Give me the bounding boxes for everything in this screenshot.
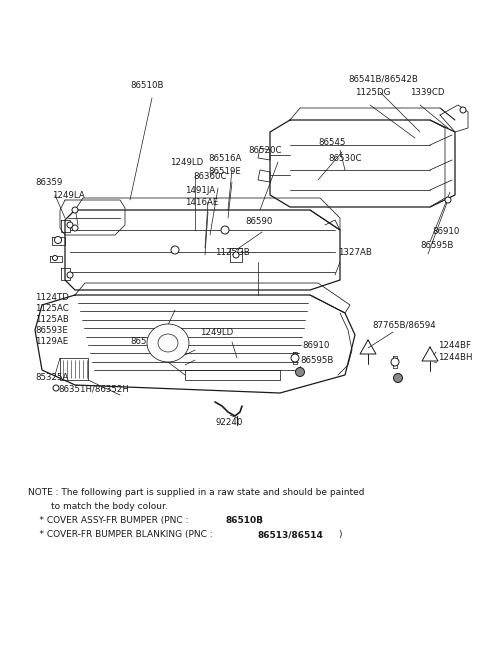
Text: * COVER ASSY-FR BUMPER (PNC :: * COVER ASSY-FR BUMPER (PNC : xyxy=(28,516,191,525)
Text: 1125DG: 1125DG xyxy=(355,88,390,97)
Text: 86910: 86910 xyxy=(432,227,459,236)
Text: 1125GB: 1125GB xyxy=(215,248,250,257)
Text: 86593E: 86593E xyxy=(35,326,68,335)
Text: 1244BF: 1244BF xyxy=(438,341,471,350)
Text: 86595B: 86595B xyxy=(300,356,334,365)
Text: 1249LD: 1249LD xyxy=(170,158,203,167)
Text: to match the body colour.: to match the body colour. xyxy=(28,502,168,511)
Text: 1416AE: 1416AE xyxy=(185,198,218,207)
Text: 1129AE: 1129AE xyxy=(35,337,68,346)
Circle shape xyxy=(445,197,451,203)
Circle shape xyxy=(171,246,179,254)
Text: 86359: 86359 xyxy=(35,178,62,187)
Circle shape xyxy=(233,252,239,258)
Text: 1249LD: 1249LD xyxy=(200,328,233,337)
Circle shape xyxy=(72,225,78,231)
Text: 86530C: 86530C xyxy=(328,154,361,163)
Circle shape xyxy=(72,207,78,213)
Text: 1327AB: 1327AB xyxy=(338,248,372,257)
Text: 1339CD: 1339CD xyxy=(410,88,444,97)
Text: 92240: 92240 xyxy=(215,418,242,427)
Text: 86513/86514: 86513/86514 xyxy=(130,336,188,345)
Circle shape xyxy=(52,255,58,261)
Text: 86510B: 86510B xyxy=(130,81,164,90)
Ellipse shape xyxy=(158,334,178,352)
Text: 87765B/86594: 87765B/86594 xyxy=(372,321,436,330)
Circle shape xyxy=(391,358,399,366)
Text: 86351H/86352H: 86351H/86352H xyxy=(58,384,129,393)
Text: 1249LA: 1249LA xyxy=(52,191,85,200)
Text: * COVER-FR BUMPER BLANKING (PNC :: * COVER-FR BUMPER BLANKING (PNC : xyxy=(28,530,216,539)
Text: 1125AC: 1125AC xyxy=(35,304,69,313)
Text: 86519E: 86519E xyxy=(208,167,241,176)
Ellipse shape xyxy=(147,324,189,362)
Circle shape xyxy=(291,354,299,362)
Text: 86541B/86542B: 86541B/86542B xyxy=(348,74,418,83)
Text: 85325A: 85325A xyxy=(35,373,68,382)
Circle shape xyxy=(53,385,59,391)
Text: 86513/86514: 86513/86514 xyxy=(258,530,324,539)
Text: 86520C: 86520C xyxy=(248,146,281,155)
Text: 1124TD: 1124TD xyxy=(35,293,69,302)
Text: 86516A: 86516A xyxy=(208,154,241,163)
Text: 1244BH: 1244BH xyxy=(438,353,472,362)
Circle shape xyxy=(460,107,466,113)
Circle shape xyxy=(67,272,73,278)
Circle shape xyxy=(394,373,403,383)
Text: NOTE : The following part is supplied in a raw state and should be painted: NOTE : The following part is supplied in… xyxy=(28,488,364,497)
Text: 86910: 86910 xyxy=(302,341,329,350)
Text: 1125AB: 1125AB xyxy=(35,315,69,324)
Text: 86360C: 86360C xyxy=(193,172,227,181)
Circle shape xyxy=(67,222,73,228)
Circle shape xyxy=(55,236,61,244)
Text: ): ) xyxy=(258,516,262,525)
Text: 86590: 86590 xyxy=(245,217,272,226)
Circle shape xyxy=(296,367,304,377)
Text: 86510B: 86510B xyxy=(226,516,264,525)
Text: ): ) xyxy=(338,530,341,539)
Text: 1491JA: 1491JA xyxy=(185,186,215,195)
Text: 86545: 86545 xyxy=(318,138,346,147)
Circle shape xyxy=(221,226,229,234)
Text: 86595B: 86595B xyxy=(420,241,454,250)
